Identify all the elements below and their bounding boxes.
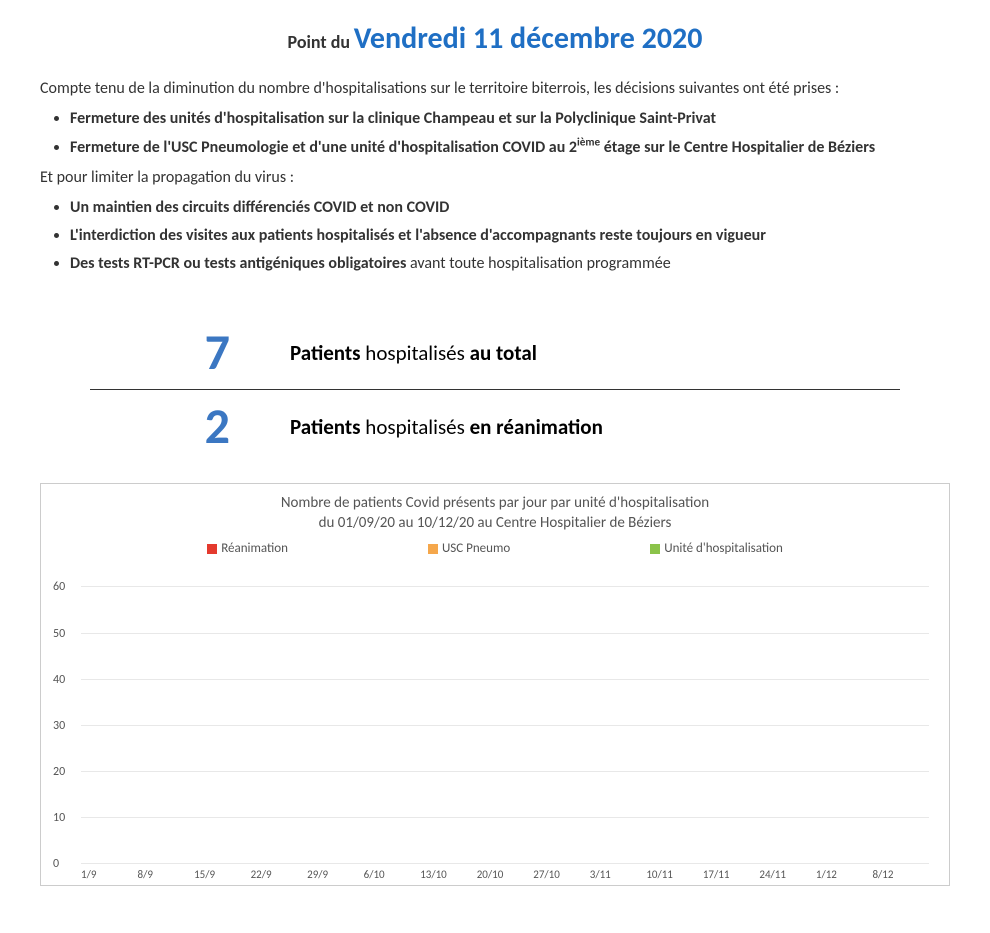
x-axis-label: 8/12 xyxy=(872,868,929,881)
x-axis-label: 3/11 xyxy=(590,868,647,881)
grid-line xyxy=(81,863,929,864)
y-axis-label: 60 xyxy=(53,580,65,594)
stats-block: 7 Patients hospitalisés au total 2 Patie… xyxy=(90,316,900,463)
x-axis-label: 29/9 xyxy=(307,868,364,881)
x-axis-label: 1/9 xyxy=(81,868,138,881)
legend-swatch xyxy=(428,544,438,554)
stat-number-reanimation: 2 xyxy=(90,396,290,457)
y-axis-label: 50 xyxy=(53,627,65,641)
intro-paragraph: Compte tenu de la diminution du nombre d… xyxy=(40,77,950,101)
legend-item: Unité d'hospitalisation xyxy=(650,541,783,556)
x-axis-label: 10/11 xyxy=(646,868,703,881)
x-axis-label: 15/9 xyxy=(194,868,251,881)
x-axis-label: 24/11 xyxy=(759,868,816,881)
grid-line xyxy=(81,586,929,587)
list-item: Fermeture des unités d'hospitalisation s… xyxy=(70,107,950,131)
stat-text-total: Patients hospitalisés au total xyxy=(290,340,537,366)
x-axis-label: 6/10 xyxy=(364,868,421,881)
grid-line xyxy=(81,817,929,818)
grid-line xyxy=(81,725,929,726)
list-item: L'interdiction des visites aux patients … xyxy=(70,224,950,248)
stat-number-total: 7 xyxy=(90,322,290,383)
y-axis-label: 20 xyxy=(53,765,65,779)
x-axis-label: 20/10 xyxy=(477,868,534,881)
decisions-list: Fermeture des unités d'hospitalisation s… xyxy=(70,107,950,160)
stat-text-reanimation: Patients hospitalisés en réanimation xyxy=(290,414,603,440)
legend-swatch xyxy=(650,544,660,554)
list-item: Des tests RT-PCR ou tests antigéniques o… xyxy=(70,252,950,276)
x-axis-label: 17/11 xyxy=(703,868,760,881)
legend-label: Réanimation xyxy=(221,541,288,556)
x-axis-label: 13/10 xyxy=(420,868,477,881)
legend-label: USC Pneumo xyxy=(442,541,510,556)
chart-plot-area: 0102030405060 xyxy=(81,564,929,864)
legend-item: Réanimation xyxy=(207,541,288,556)
x-axis-label: 1/12 xyxy=(816,868,873,881)
chart-x-axis: 1/98/915/922/929/96/1013/1020/1027/103/1… xyxy=(81,868,929,881)
y-axis-label: 30 xyxy=(53,719,65,733)
legend-label: Unité d'hospitalisation xyxy=(664,541,783,556)
header-prefix: Point du xyxy=(288,31,351,53)
list-item: Un maintien des circuits différenciés CO… xyxy=(70,196,950,220)
intro2-paragraph: Et pour limiter la propagation du virus … xyxy=(40,166,950,190)
header-date: Vendredi 11 décembre 2020 xyxy=(354,20,703,57)
x-axis-label: 27/10 xyxy=(533,868,590,881)
grid-line xyxy=(81,679,929,680)
y-axis-label: 40 xyxy=(53,673,65,687)
grid-line xyxy=(81,771,929,772)
measures-list: Un maintien des circuits différenciés CO… xyxy=(70,196,950,276)
chart-title: Nombre de patients Covid présents par jo… xyxy=(51,494,939,533)
x-axis-label: 8/9 xyxy=(138,868,195,881)
x-axis-label: 22/9 xyxy=(251,868,308,881)
chart-container: Nombre de patients Covid présents par jo… xyxy=(40,483,950,886)
page-title: Point du Vendredi 11 décembre 2020 xyxy=(30,20,960,57)
list-item: Fermeture de l'USC Pneumologie et d'une … xyxy=(70,135,950,160)
chart-bars xyxy=(81,564,929,864)
chart-legend: Réanimation USC Pneumo Unité d'hospitalisa… xyxy=(51,541,939,556)
y-axis-label: 10 xyxy=(53,811,65,825)
grid-line xyxy=(81,633,929,634)
legend-swatch xyxy=(207,544,217,554)
y-axis-label: 0 xyxy=(53,857,59,871)
legend-item: USC Pneumo xyxy=(428,541,510,556)
stat-row-reanimation: 2 Patients hospitalisés en réanimation xyxy=(90,390,900,463)
stat-row-total: 7 Patients hospitalisés au total xyxy=(90,316,900,389)
